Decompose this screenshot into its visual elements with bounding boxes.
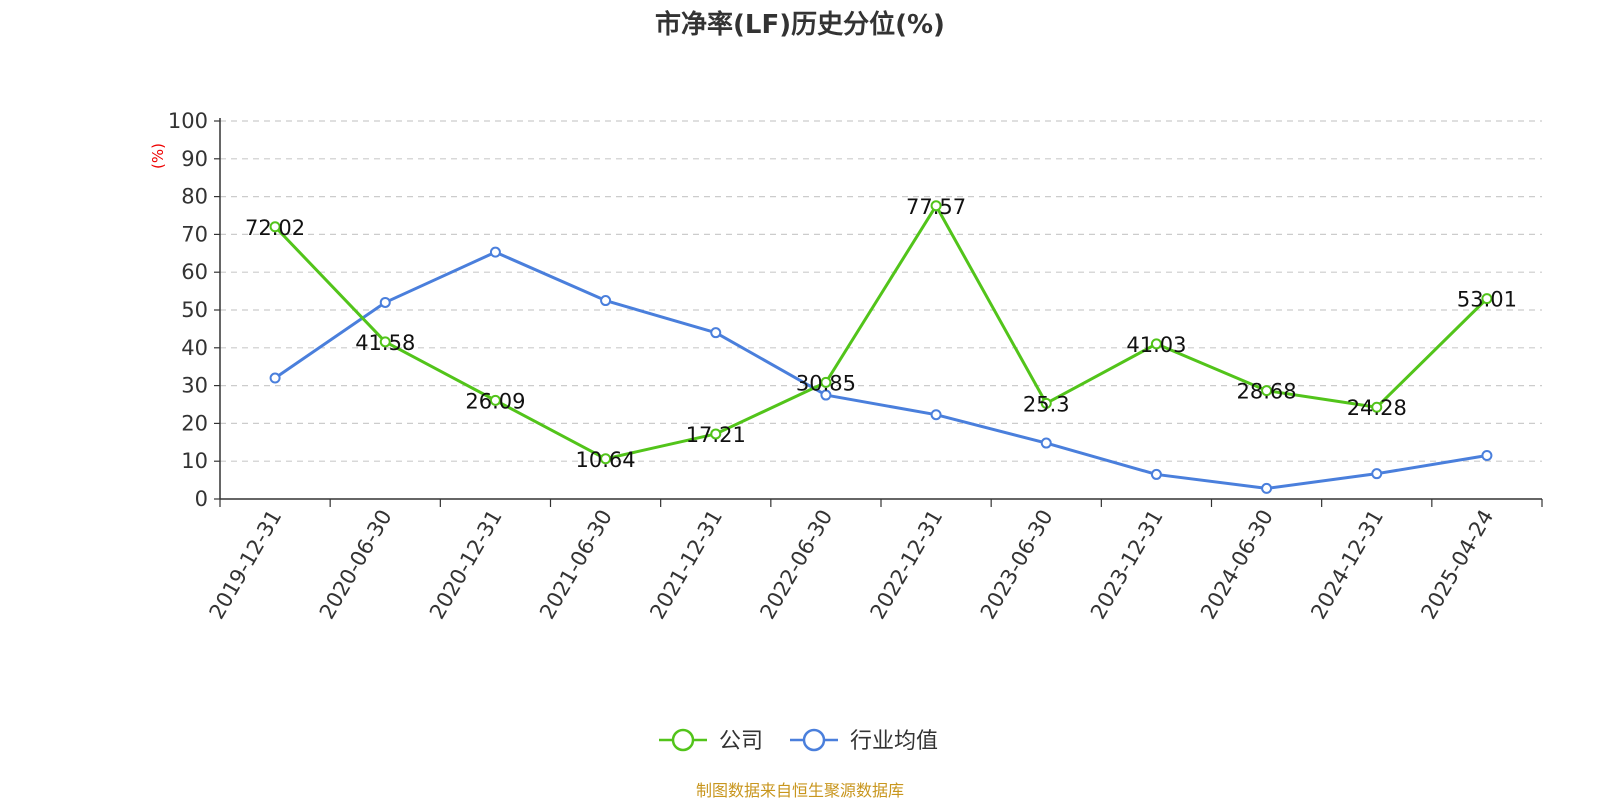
x-tick-label-8: 2023-12-31: [1086, 506, 1168, 624]
y-tick-label-8: 80: [181, 185, 208, 209]
point-0-3[interactable]: [600, 453, 612, 465]
y-tick-label-10: 100: [168, 109, 208, 133]
data-label-0-2: 26.09: [465, 389, 525, 413]
x-tick-label-0: 2019-12-31: [205, 506, 287, 624]
x-tick-label-9: 2024-06-30: [1196, 506, 1278, 624]
y-tick-label-9: 90: [181, 147, 208, 171]
x-tick-label-2: 2020-12-31: [425, 505, 507, 623]
data-label-0-11: 53.01: [1457, 288, 1517, 312]
y-tick-label-7: 70: [181, 222, 208, 246]
x-tick-label-6: 2022-12-31: [866, 505, 948, 623]
point-1-10[interactable]: [1371, 468, 1383, 480]
y-tick-label-2: 20: [181, 411, 208, 435]
series-layer: [269, 200, 1493, 494]
point-1-11[interactable]: [1481, 450, 1493, 462]
data-label-0-10: 24.28: [1347, 396, 1407, 420]
x-tick-label-1: 2020-06-30: [315, 506, 397, 624]
point-0-1[interactable]: [379, 336, 391, 348]
x-tick-label-3: 2021-06-30: [535, 506, 617, 624]
axes: 0 10 20 30 40 50 60 70 80 90 100 2019-12-31 2020-06-…: [168, 109, 1543, 624]
legend-label-1: 行业均值: [850, 729, 938, 754]
y-tick-label-1: 10: [181, 449, 208, 473]
point-0-6[interactable]: [930, 200, 942, 212]
data-label-0-0: 72.02: [245, 216, 305, 240]
point-1-1[interactable]: [379, 296, 391, 308]
y-axis-label: (%): [149, 143, 167, 169]
point-0-8[interactable]: [1150, 338, 1162, 350]
data-label-0-7: 25.3: [1023, 392, 1070, 416]
point-1-5[interactable]: [820, 389, 832, 401]
data-label-0-1: 41.58: [355, 331, 415, 355]
y-tick-label-0: 0: [195, 487, 208, 511]
legend-item-1[interactable]: 行业均值: [790, 728, 938, 754]
point-1-4[interactable]: [710, 327, 722, 339]
data-label-0-6: 77.57: [906, 195, 966, 219]
legend-marker-1: [802, 728, 826, 752]
legend-marker-0: [671, 728, 695, 752]
series-0: [269, 200, 1493, 465]
data-label-0-3: 10.64: [576, 448, 636, 472]
legend[interactable]: 公司 行业均值: [659, 728, 938, 754]
series-line-1: [274, 250, 1488, 490]
point-0-9[interactable]: [1261, 385, 1273, 397]
x-tick-label-10: 2024-12-31: [1306, 506, 1388, 624]
series-1: [269, 246, 1493, 494]
grid-lines: [220, 120, 1542, 462]
point-0-2[interactable]: [489, 394, 501, 406]
x-tick-label-5: 2022-06-30: [755, 506, 837, 624]
data-labels: 72.02 41.58 26.09 10.64 17.21 30.85 77.57 25.3 4…: [245, 195, 1517, 472]
point-1-7[interactable]: [1040, 437, 1052, 449]
point-0-10[interactable]: [1371, 401, 1383, 413]
point-1-9[interactable]: [1261, 482, 1273, 494]
series-line-0: [273, 204, 1488, 461]
x-tick-label-4: 2021-12-31: [645, 506, 727, 624]
point-0-4[interactable]: [710, 428, 722, 440]
x-tick-label-7: 2023-06-30: [976, 506, 1058, 624]
chart-title: 市净率(LF)历史分位(%): [655, 9, 945, 40]
y-tick-label-4: 40: [181, 336, 208, 360]
point-1-2[interactable]: [489, 246, 501, 258]
data-label-0-8: 41.03: [1126, 333, 1186, 357]
point-1-8[interactable]: [1150, 468, 1162, 480]
point-1-0[interactable]: [269, 372, 281, 384]
y-tick-label-6: 60: [181, 260, 208, 284]
data-label-0-5: 30.85: [796, 371, 856, 395]
y-tick-label-5: 50: [181, 298, 208, 322]
point-0-5[interactable]: [820, 376, 832, 388]
point-1-3[interactable]: [600, 295, 612, 307]
data-label-0-4: 17.21: [686, 423, 746, 447]
legend-label-0: 公司: [719, 729, 763, 754]
point-1-6[interactable]: [930, 409, 942, 421]
source-note: 制图数据来自恒生聚源数据库: [696, 781, 904, 800]
x-tick-label-11: 2025-04-24: [1416, 506, 1498, 624]
legend-item-0[interactable]: 公司: [659, 728, 763, 754]
point-0-11[interactable]: [1481, 293, 1493, 305]
point-0-0[interactable]: [269, 221, 281, 233]
point-0-7[interactable]: [1040, 397, 1052, 409]
y-tick-label-3: 30: [181, 374, 208, 398]
data-label-0-9: 28.68: [1237, 380, 1297, 404]
